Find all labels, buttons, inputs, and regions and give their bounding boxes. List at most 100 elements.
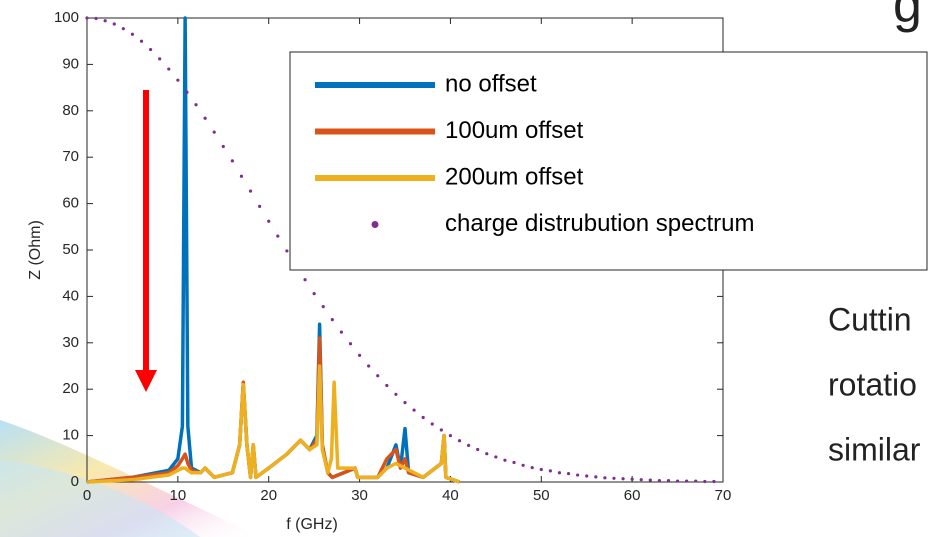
data-dot <box>176 78 180 82</box>
data-dot <box>430 422 434 426</box>
data-dot <box>94 16 98 21</box>
data-dot <box>639 478 643 482</box>
data-dot <box>612 476 616 480</box>
data-dot <box>548 469 552 473</box>
legend-marker <box>371 221 379 228</box>
data-dot <box>530 466 534 470</box>
data-dot <box>594 475 598 479</box>
data-dot <box>230 159 234 163</box>
data-dot <box>339 330 343 334</box>
data-dot <box>139 39 144 43</box>
data-dot <box>312 292 316 296</box>
y-tick-label: 60 <box>62 195 79 212</box>
data-dot <box>239 174 244 178</box>
legend-label: 100um offset <box>445 117 584 144</box>
decor-swirl <box>0 460 200 537</box>
data-dot <box>585 474 589 478</box>
data-dot <box>348 342 353 346</box>
arrow-head <box>135 370 157 392</box>
data-dot <box>476 447 480 452</box>
data-dot <box>448 434 453 438</box>
data-dot <box>248 189 253 193</box>
data-dot <box>576 473 580 477</box>
data-dot <box>385 383 389 388</box>
data-dot <box>685 479 689 483</box>
data-dot <box>566 472 571 476</box>
y-tick-label: 10 <box>62 427 79 444</box>
body-text: Cuttin <box>828 301 912 337</box>
data-dot <box>657 479 662 483</box>
legend-label: charge distrubution spectrum <box>445 210 755 237</box>
title-fragment: g <box>893 0 922 34</box>
data-dot <box>330 318 334 322</box>
data-dot <box>267 219 271 223</box>
x-tick-label: 30 <box>351 487 368 504</box>
data-dot <box>439 428 443 432</box>
legend <box>289 51 928 271</box>
series-line <box>86 364 461 484</box>
data-dot <box>648 478 652 482</box>
x-tick-label: 0 <box>83 487 91 504</box>
data-dot <box>412 408 416 412</box>
x-tick-label: 60 <box>624 487 641 504</box>
x-tick-label: 50 <box>533 487 550 504</box>
data-dot <box>621 477 625 481</box>
body-text: rotatio <box>828 366 917 402</box>
data-dot <box>212 130 216 134</box>
y-tick-label: 20 <box>62 380 79 397</box>
y-tick-label: 70 <box>62 148 79 165</box>
data-dot <box>85 16 89 20</box>
legend-label: 200um offset <box>445 163 584 190</box>
y-tick-label: 50 <box>62 241 79 258</box>
data-dot <box>603 476 607 480</box>
body-text: similar <box>828 431 921 467</box>
series-line <box>86 336 461 484</box>
data-dot <box>557 471 562 475</box>
data-dot <box>521 463 525 467</box>
data-dot <box>221 144 225 149</box>
data-dot <box>539 467 543 472</box>
y-axis-label: Z (Ohm) <box>27 220 44 280</box>
data-dot <box>303 278 307 282</box>
data-dot <box>694 479 698 483</box>
data-dot <box>121 27 125 31</box>
legend-entries: no offset 100um offset 200um offset charge … <box>315 70 755 237</box>
x-tick-label: 20 <box>260 487 277 504</box>
data-dot <box>194 103 198 107</box>
plot-area <box>85 16 724 484</box>
data-dot <box>457 439 462 443</box>
data-dot <box>494 455 498 459</box>
data-dot <box>321 305 325 309</box>
data-dot <box>203 116 207 120</box>
data-dot <box>666 479 671 483</box>
data-dot <box>376 374 380 378</box>
data-dot <box>630 477 634 481</box>
y-tick-label: 40 <box>62 287 79 304</box>
y-tick-label: 0 <box>71 473 79 490</box>
x-tick-label: 40 <box>442 487 459 504</box>
data-dot <box>512 460 516 465</box>
data-dot <box>403 401 407 405</box>
y-tick-label: 90 <box>62 55 79 72</box>
data-dot <box>158 57 162 61</box>
data-dot <box>167 67 171 71</box>
data-dot <box>485 452 489 456</box>
data-dot <box>276 234 280 238</box>
data-dot <box>185 90 189 94</box>
legend-label: no offset <box>445 70 537 97</box>
y-tick-label: 30 <box>62 334 79 351</box>
data-dot <box>467 443 471 447</box>
data-dot <box>149 47 153 52</box>
data-dot <box>357 353 362 357</box>
data-dot <box>103 19 107 23</box>
data-dot <box>258 204 262 208</box>
data-dot <box>421 415 425 420</box>
x-tick-label: 10 <box>170 487 187 504</box>
y-tick-label: 100 <box>54 9 79 26</box>
data-dot <box>130 32 135 36</box>
data-dot <box>394 392 398 396</box>
data-dot <box>112 22 116 26</box>
x-axis-label: f (GHz) <box>286 516 338 533</box>
data-dot <box>703 479 707 484</box>
